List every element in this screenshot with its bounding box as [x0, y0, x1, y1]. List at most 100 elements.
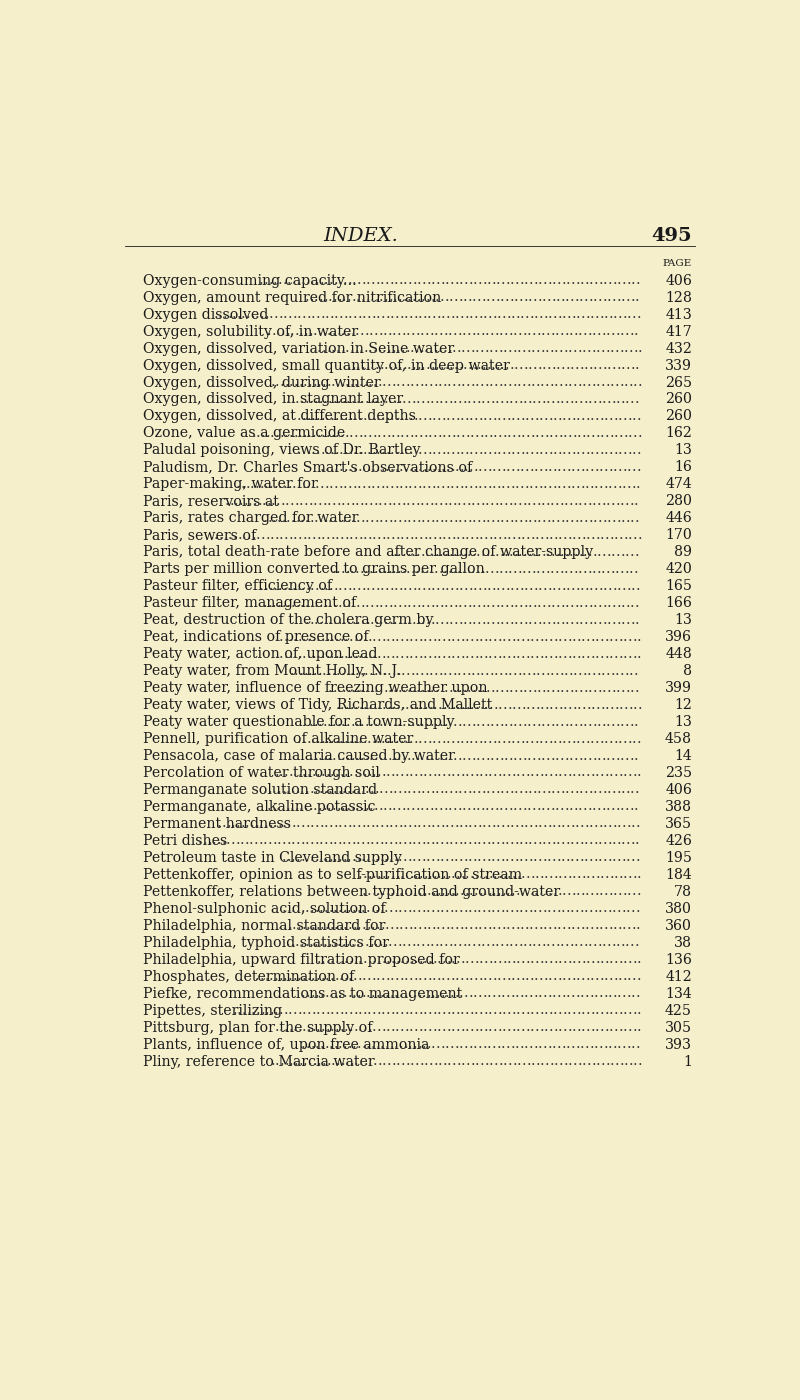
Text: .: . [328, 833, 333, 847]
Text: .: . [596, 375, 601, 389]
Text: .: . [609, 409, 614, 423]
Text: .: . [345, 697, 349, 711]
Text: .: . [558, 1004, 562, 1018]
Text: .: . [474, 459, 478, 473]
Text: .: . [551, 833, 556, 847]
Text: .: . [564, 749, 569, 763]
Text: .: . [522, 392, 527, 406]
Text: .: . [297, 969, 302, 983]
Text: Peaty water, views of Tidy, Richards, and Mallett: Peaty water, views of Tidy, Richards, an… [143, 699, 493, 713]
Text: .: . [550, 1054, 554, 1068]
Text: .: . [427, 459, 431, 473]
Text: .: . [566, 918, 571, 932]
Text: .: . [456, 528, 461, 542]
Text: .: . [610, 375, 614, 389]
Text: .: . [511, 868, 516, 882]
Text: .: . [594, 307, 599, 321]
Text: .: . [464, 969, 469, 983]
Text: .: . [572, 1004, 576, 1018]
Text: .: . [519, 986, 524, 1000]
Text: .: . [614, 647, 618, 661]
Text: .: . [543, 307, 548, 321]
Text: .: . [326, 528, 330, 542]
Text: .: . [599, 1004, 604, 1018]
Text: .: . [486, 511, 490, 525]
Text: .: . [277, 596, 282, 610]
Text: .: . [362, 766, 367, 780]
Text: .: . [477, 613, 482, 627]
Text: .: . [442, 409, 446, 423]
Text: .: . [520, 409, 525, 423]
Text: .: . [622, 918, 626, 932]
Text: .: . [535, 375, 540, 389]
Text: .: . [487, 477, 492, 491]
Text: .: . [300, 511, 305, 525]
Text: .: . [574, 783, 579, 797]
Text: .: . [521, 697, 526, 711]
Text: .: . [565, 511, 570, 525]
Text: 136: 136 [666, 953, 692, 967]
Text: .: . [214, 528, 218, 542]
Text: .: . [546, 783, 551, 797]
Text: .: . [458, 799, 462, 813]
Text: .: . [398, 290, 402, 304]
Text: .: . [459, 1037, 464, 1051]
Text: .: . [374, 714, 378, 728]
Text: .: . [362, 273, 366, 287]
Text: .: . [358, 528, 362, 542]
Text: .: . [370, 358, 374, 372]
Text: 380: 380 [665, 902, 692, 916]
Text: .: . [442, 375, 447, 389]
Text: .: . [303, 664, 308, 678]
Text: .: . [442, 952, 446, 966]
Text: .: . [631, 1037, 636, 1051]
Text: .: . [511, 732, 515, 746]
Text: .: . [532, 749, 536, 763]
Text: .: . [490, 749, 494, 763]
Text: .: . [310, 902, 314, 916]
Text: .: . [310, 783, 314, 797]
Text: .: . [423, 630, 428, 644]
Text: .: . [432, 1021, 437, 1035]
Text: .: . [446, 1021, 451, 1035]
Text: .: . [375, 578, 380, 592]
Text: .: . [554, 868, 558, 882]
Text: .: . [455, 647, 460, 661]
Text: .: . [579, 511, 583, 525]
Text: .: . [483, 409, 488, 423]
Text: .: . [564, 494, 569, 508]
Text: .: . [400, 1021, 404, 1035]
Text: .: . [607, 902, 612, 916]
Text: .: . [351, 613, 356, 627]
Text: .: . [329, 273, 334, 287]
Text: .: . [562, 307, 566, 321]
Text: .: . [306, 969, 311, 983]
Text: .: . [616, 935, 621, 949]
Text: .: . [584, 833, 589, 847]
Text: .: . [298, 766, 302, 780]
Text: .: . [537, 783, 542, 797]
Text: .: . [304, 392, 309, 406]
Text: .: . [556, 290, 561, 304]
Text: .: . [378, 323, 382, 337]
Text: .: . [314, 596, 318, 610]
Text: .: . [440, 358, 444, 372]
Text: .: . [546, 596, 551, 610]
Text: 474: 474 [666, 477, 692, 491]
Text: .: . [374, 290, 379, 304]
Text: .: . [364, 664, 369, 678]
Text: .: . [564, 561, 569, 575]
Text: .: . [545, 1054, 550, 1068]
Text: .: . [402, 494, 406, 508]
Text: .: . [511, 1021, 516, 1035]
Text: .: . [613, 1037, 617, 1051]
Text: .: . [380, 273, 385, 287]
Text: .: . [627, 885, 631, 899]
Text: .: . [366, 969, 371, 983]
Text: .: . [469, 969, 474, 983]
Text: .: . [511, 647, 516, 661]
Text: .: . [330, 409, 334, 423]
Text: .: . [628, 952, 632, 966]
Text: .: . [546, 613, 551, 627]
Text: .: . [423, 697, 428, 711]
